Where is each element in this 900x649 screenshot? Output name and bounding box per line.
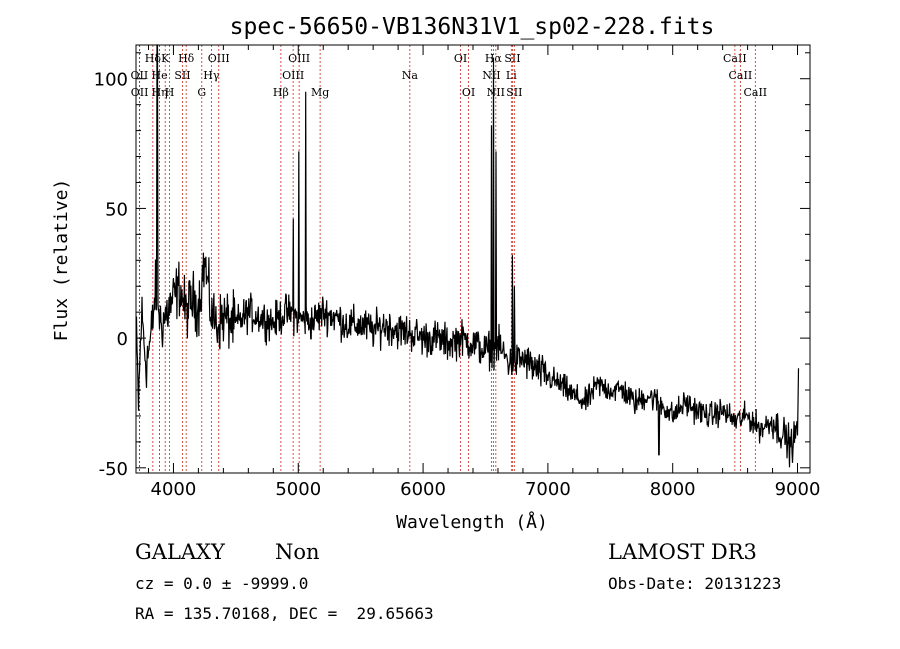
line-label-OIII: OIII xyxy=(208,52,230,65)
line-label-H: H xyxy=(165,86,175,99)
line-label-G: G xyxy=(197,86,206,99)
line-label-Hδ: Hδ xyxy=(145,52,162,65)
y-tick-label: -50 xyxy=(99,459,128,480)
line-label-He: He xyxy=(152,69,168,82)
line-label-CaII: CaII xyxy=(743,86,767,99)
y-axis-label: Flux (relative) xyxy=(51,179,72,342)
line-label-Hγ: Hγ xyxy=(203,69,220,82)
line-label-NII: NII xyxy=(482,69,500,82)
observation-date: Obs-Date: 20131223 xyxy=(608,574,782,593)
line-label-Hη: Hη xyxy=(151,86,167,99)
x-tick-label: 4000 xyxy=(151,479,197,500)
line-label-OIII: OIII xyxy=(282,69,304,82)
line-label-Mg: Mg xyxy=(311,86,329,99)
object-subclass: Non xyxy=(275,540,320,564)
line-label-SII: SII xyxy=(506,86,522,99)
coordinates-info: RA = 135.70168, DEC = 29.65663 xyxy=(135,604,434,623)
x-tick-label: 8000 xyxy=(650,479,696,500)
plot-frame xyxy=(135,44,811,474)
line-label-OI: OI xyxy=(462,86,475,99)
line-label-CaII: CaII xyxy=(723,52,747,65)
x-tick-label: 6000 xyxy=(400,479,446,500)
x-tick-label: 9000 xyxy=(775,479,821,500)
chart-title: spec-56650-VB136N31V1_sp02-228.fits xyxy=(230,14,715,40)
survey-name: LAMOST DR3 xyxy=(608,540,757,564)
x-tick-label: 7000 xyxy=(525,479,571,500)
object-class: GALAXY xyxy=(135,540,225,564)
line-label-OI: OI xyxy=(454,52,467,65)
line-label-OIII: OIII xyxy=(288,52,310,65)
x-tick-label: 5000 xyxy=(275,479,321,500)
y-tick-label: 0 xyxy=(117,329,128,350)
y-tick-label: 100 xyxy=(94,70,128,91)
line-label-K: K xyxy=(161,52,170,65)
redshift-info: cz = 0.0 ± -9999.0 xyxy=(135,574,309,593)
flux-line xyxy=(135,44,800,468)
x-axis-label: Wavelength (Å) xyxy=(396,511,548,533)
line-label-SII: SII xyxy=(174,69,190,82)
line-markers: OIIOIIHδHeHηKHSIIHδGHγOIIIHβOIIIOIIIMgNa… xyxy=(131,45,767,473)
line-label-NII: NII xyxy=(487,86,505,99)
line-label-Hδ: Hδ xyxy=(178,52,195,65)
axis-ticks: 4000 5000 6000 7000 8000 9000 -50 0 50 100 xyxy=(94,45,821,500)
y-tick-label: 50 xyxy=(105,199,128,220)
line-label-Na: Na xyxy=(402,69,419,82)
line-label-Li: Li xyxy=(506,69,517,82)
line-label-SII: SII xyxy=(504,52,520,65)
line-label-CaII: CaII xyxy=(729,69,753,82)
line-label-OII: OII xyxy=(131,86,149,99)
spectrum-series xyxy=(135,44,800,468)
line-label-Hβ: Hβ xyxy=(273,86,289,99)
